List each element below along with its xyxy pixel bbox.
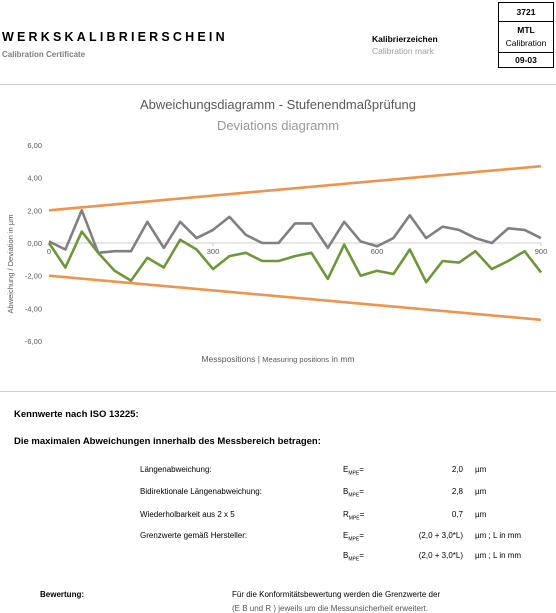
y-tick-label: 4,00 <box>27 174 42 183</box>
certificate-subtitle: Calibration Certificate <box>2 50 86 59</box>
chart-divider <box>0 391 556 392</box>
y-tick-label: 0,00 <box>27 239 42 248</box>
kennwert-value: 0,7 <box>451 510 463 519</box>
upper-limit-line <box>48 164 542 212</box>
header-divider <box>0 84 556 85</box>
y-axis-label: Abweichung / Deviation in µm <box>6 215 15 314</box>
length-deviation-line <box>47 230 543 284</box>
x-tick-label: 300 <box>207 247 220 256</box>
lab-subtitle: Calibration <box>505 38 547 48</box>
deviation-chart: Abweichungsdiagramm - Stufenendmaßprüfun… <box>6 97 548 364</box>
kennwert-label: Bidirektionale Längenabweichung: <box>140 487 262 496</box>
chart-title: Abweichungsdiagramm - Stufenendmaßprüfun… <box>140 97 416 112</box>
y-tick-label: 6,00 <box>27 141 42 150</box>
chart-series <box>47 164 543 322</box>
calibration-mark-box: 3721 MTL Calibration 09-03 <box>498 2 554 68</box>
kennwert-unit: µm ; L in mm <box>475 551 522 560</box>
kennwert-value: (2,0 + 3,0*L) <box>418 531 463 540</box>
kennwert-unit: µm <box>475 510 487 519</box>
kennwert-label: Wiederholbarkeit aus 2 x 5 Messungen <box>140 510 235 521</box>
lower-limit-line <box>48 274 542 322</box>
y-axis: 6,00 4,00 2,00 0,00 -2,00 -4,00 -6,00 <box>25 141 42 346</box>
bidirectional-deviation-line <box>48 209 542 255</box>
bewertung-label: Bewertung: <box>40 590 84 599</box>
calibration-date: 09-03 <box>515 55 537 65</box>
kennwerte-subheading: Die maximalen Abweichungen innerhalb des… <box>14 436 321 447</box>
kennwert-symbol: BMPE= <box>343 551 364 563</box>
calibration-mark-label: Kalibrierzeichen <box>372 34 438 44</box>
kennwert-symbol: RMPE= <box>343 510 365 522</box>
x-tick-label: 0 <box>47 247 51 256</box>
kennwert-value: 2,8 <box>451 487 463 496</box>
lab-name: MTL <box>517 25 535 35</box>
chart-subtitle: Deviations diagramm <box>217 118 339 133</box>
y-tick-label: -4,00 <box>25 304 42 313</box>
kennwert-symbol: EMPE= <box>343 531 364 543</box>
certificate-title: WERKSKALIBRIERSCHEIN <box>2 30 228 44</box>
certificate-number: 3721 <box>516 7 536 17</box>
y-tick-label: 2,00 <box>27 206 42 215</box>
y-tick-label: -2,00 <box>25 272 42 281</box>
x-axis: 0 300 600 900 <box>47 242 548 256</box>
kennwert-symbol: BMPE= <box>343 487 364 499</box>
x-axis-label: Messpositions | Measuring positions in m… <box>201 354 354 364</box>
x-tick-label: 900 <box>535 247 548 256</box>
kennwert-unit: µm <box>475 487 487 496</box>
calibration-mark-label-en: Calibration mark <box>372 46 434 56</box>
bewertung-text: Für die Konformitätsbewertung werden die… <box>232 590 441 599</box>
y-tick-label: -6,00 <box>25 337 42 346</box>
kennwert-label: Grenzwerte gemäß Hersteller: <box>140 531 248 540</box>
x-tick-label: 600 <box>371 247 384 256</box>
kennwert-unit: µm <box>475 465 487 474</box>
kennwert-value: 2,0 <box>451 465 463 474</box>
kennwert-label: Längenabweichung: <box>140 465 212 474</box>
kennwert-unit: µm ; L in mm <box>475 531 522 540</box>
kennwerte-heading: Kennwerte nach ISO 13225: <box>14 409 139 420</box>
kennwert-value: (2,0 + 3,0*L) <box>418 551 463 560</box>
kennwert-symbol: EMPE= <box>343 465 364 477</box>
